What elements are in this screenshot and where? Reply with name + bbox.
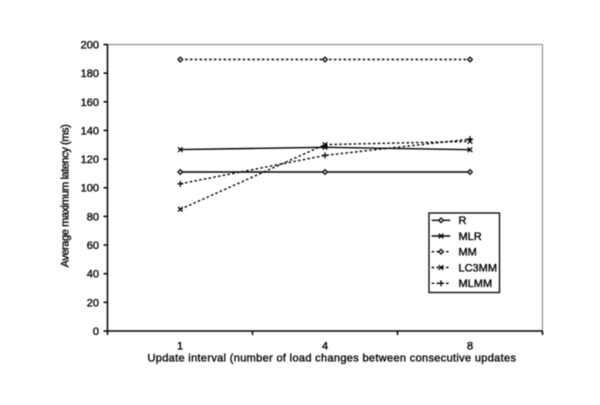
svg-text:R: R (459, 215, 467, 227)
svg-text:MM: MM (459, 247, 477, 259)
svg-text:40: 40 (87, 269, 99, 281)
svg-text:80: 80 (87, 211, 99, 223)
svg-text:Average maximum latency (ms): Average maximum latency (ms) (60, 125, 72, 268)
svg-text:4: 4 (322, 340, 328, 352)
svg-text:LC3MM: LC3MM (459, 262, 498, 274)
svg-text:8: 8 (467, 340, 473, 352)
svg-text:100: 100 (81, 183, 99, 195)
svg-text:140: 140 (81, 125, 99, 137)
svg-text:MLMM: MLMM (459, 278, 493, 290)
svg-text:MLR: MLR (459, 231, 482, 243)
svg-text:Update interval (number of loa: Update interval (number of load changes … (147, 353, 516, 365)
svg-text:160: 160 (81, 97, 99, 109)
svg-text:120: 120 (81, 154, 99, 166)
svg-text:0: 0 (93, 326, 99, 338)
svg-text:20: 20 (87, 297, 99, 309)
svg-text:1: 1 (177, 340, 183, 352)
svg-text:200: 200 (81, 40, 99, 52)
svg-text:180: 180 (81, 68, 99, 80)
svg-text:60: 60 (87, 240, 99, 252)
